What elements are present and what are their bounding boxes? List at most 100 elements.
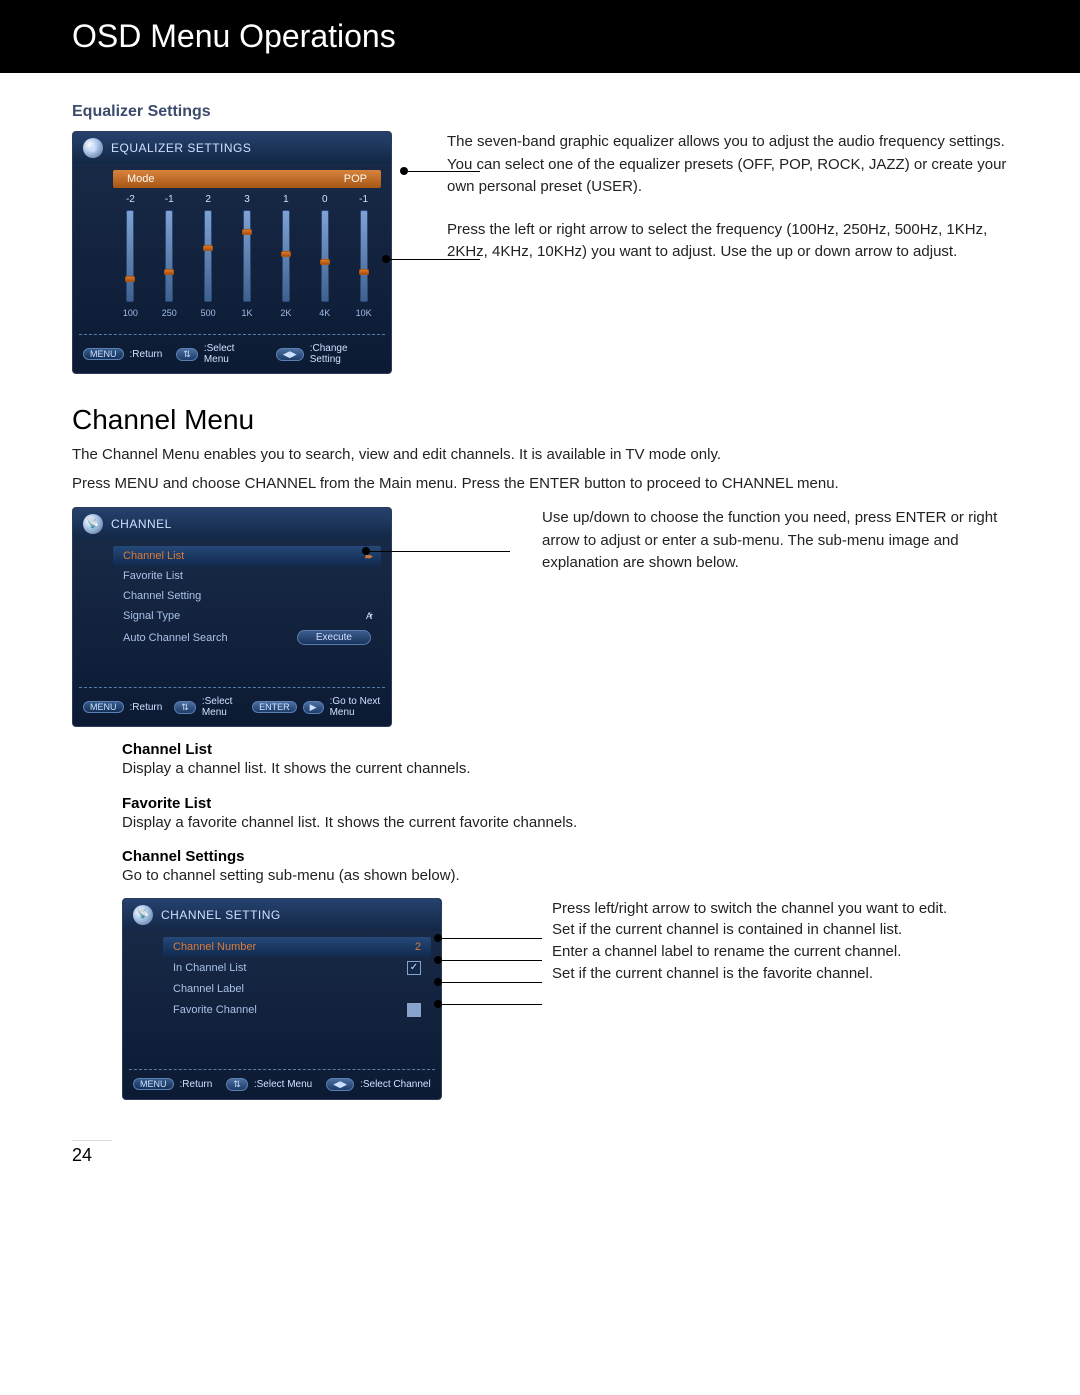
channel-list-heading: Channel List [122, 741, 1010, 758]
favorite-list-desc: Display a favorite channel list. It show… [122, 812, 1010, 835]
channel-menu-item[interactable]: Channel List▸ ▸ [113, 546, 381, 566]
foot-select: :Select Menu [254, 1079, 312, 1090]
menu-item-label: Channel List [123, 550, 184, 562]
cs-note-1: Set if the current channel is contained … [552, 919, 1010, 941]
eq-band[interactable]: 2 500 [193, 194, 224, 318]
channel-menu-intro-1: The Channel Menu enables you to search, … [72, 444, 1010, 467]
channel-settings-desc: Go to channel setting sub-menu (as shown… [122, 865, 1010, 888]
eq-band-freq: 500 [201, 308, 216, 318]
channel-menu-item[interactable]: Favorite List [113, 566, 381, 586]
eq-band[interactable]: 0 4K [309, 194, 340, 318]
callout-dot [434, 1000, 442, 1008]
foot-return: :Return [180, 1079, 213, 1090]
channel-menu-heading: Channel Menu [72, 404, 1010, 436]
setting-label: Channel Number [173, 941, 256, 953]
equalizer-panel-title: EQUALIZER SETTINGS [111, 141, 251, 155]
eq-band-value: 2 [205, 194, 211, 206]
cs-note-0: Press left/right arrow to switch the cha… [552, 898, 1010, 920]
channel-setting-item[interactable]: In Channel List ✓ [163, 957, 431, 979]
leftright-pill: ◀▶ [276, 348, 304, 361]
updown-pill: ⇅ [176, 348, 198, 361]
channel-icon: 📡 [83, 514, 103, 534]
enter-pill: ENTER [252, 701, 297, 713]
menu-item-label: Auto Channel Search [123, 632, 228, 644]
checkbox-unchecked[interactable] [407, 1003, 421, 1017]
eq-band[interactable]: -2 100 [115, 194, 146, 318]
eq-band[interactable]: -1 250 [154, 194, 185, 318]
setting-label: Channel Label [173, 983, 244, 995]
channel-setting-panel: 📡 CHANNEL SETTING Channel Number 2 In Chan… [122, 898, 442, 1100]
foot-return: :Return [130, 349, 163, 360]
eq-band-value: -1 [359, 194, 368, 206]
callout-line [442, 1004, 542, 1005]
callout-line [442, 960, 542, 961]
channel-settings-heading: Channel Settings [122, 848, 1010, 865]
eq-band-value: 0 [322, 194, 328, 206]
eq-band-value: -2 [126, 194, 135, 206]
equalizer-icon: ◉ [83, 138, 103, 158]
channel-setting-item[interactable]: Channel Number 2 [163, 937, 431, 957]
channel-desc: Use up/down to choose the function you n… [542, 507, 1010, 575]
equalizer-desc-2: Press the left or right arrow to select … [447, 219, 1010, 264]
eq-band[interactable]: 1 2K [270, 194, 301, 318]
eq-band-freq: 10K [356, 308, 372, 318]
menu-pill: MENU [83, 348, 124, 360]
checkbox-checked[interactable]: ✓ [407, 961, 421, 975]
eq-sliders[interactable]: -2 100-1 2502 5003 1K1 2K0 4K-1 10K [113, 194, 381, 318]
menu-item-value: Air [366, 611, 371, 621]
channel-menu-item[interactable]: Signal Type Air [113, 606, 381, 626]
callout-dot [434, 956, 442, 964]
eq-band-value: -1 [165, 194, 174, 206]
eq-band-freq: 4K [319, 308, 330, 318]
channel-panel-title: CHANNEL [111, 517, 172, 531]
foot-next: :Go to Next Menu [330, 696, 381, 718]
channel-list-desc: Display a channel list. It shows the cur… [122, 758, 1010, 781]
callout-dot [382, 255, 390, 263]
favorite-list-heading: Favorite List [122, 795, 1010, 812]
callout-line [390, 259, 480, 260]
menu-item-label: Signal Type [123, 610, 180, 622]
eq-band-freq: 2K [280, 308, 291, 318]
eq-mode-value: POP [344, 173, 367, 185]
channel-setting-item[interactable]: Favorite Channel [163, 999, 431, 1021]
callout-line [442, 938, 542, 939]
page-number: 24 [72, 1141, 1080, 1166]
callout-line [442, 982, 542, 983]
menu-pill: MENU [133, 1078, 174, 1090]
channel-menu-item[interactable]: Auto Channel Search Execute [113, 626, 381, 649]
setting-label: Favorite Channel [173, 1004, 257, 1016]
eq-mode-row[interactable]: Mode POP [113, 170, 381, 188]
callout-dot [434, 978, 442, 986]
eq-band[interactable]: -1 10K [348, 194, 379, 318]
channel-setting-item[interactable]: Channel Label [163, 979, 431, 999]
callout-line [408, 171, 480, 172]
updown-pill: ⇅ [226, 1078, 248, 1091]
callout-dot [400, 167, 408, 175]
eq-band-freq: 250 [162, 308, 177, 318]
channel-menu-intro-2: Press MENU and choose CHANNEL from the M… [72, 473, 1010, 496]
menu-pill: MENU [83, 701, 124, 713]
equalizer-desc-1: The seven-band graphic equalizer allows … [447, 131, 1010, 199]
eq-band-freq: 1K [242, 308, 253, 318]
setting-value: 2 [415, 941, 421, 953]
cs-note-3: Set if the current channel is the favori… [552, 963, 1010, 985]
right-pill: ▶ [303, 701, 324, 714]
eq-band[interactable]: 3 1K [232, 194, 263, 318]
channel-setting-panel-title: CHANNEL SETTING [161, 908, 281, 922]
foot-select: :Select Menu [202, 696, 240, 718]
foot-select: :Select Menu [204, 343, 262, 365]
foot-change: :Change Setting [310, 343, 381, 365]
setting-label: In Channel List [173, 962, 246, 974]
channel-setting-icon: 📡 [133, 905, 153, 925]
execute-button[interactable]: Execute [297, 630, 371, 645]
page-header: OSD Menu Operations [0, 0, 1080, 73]
eq-band-value: 3 [244, 194, 250, 206]
leftright-pill: ◀▶ [326, 1078, 354, 1091]
menu-item-label: Favorite List [123, 570, 183, 582]
cs-note-2: Enter a channel label to rename the curr… [552, 941, 1010, 963]
foot-select-channel: :Select Channel [360, 1079, 431, 1090]
foot-return: :Return [130, 702, 163, 713]
eq-band-freq: 100 [123, 308, 138, 318]
channel-menu-item[interactable]: Channel Setting [113, 586, 381, 606]
equalizer-heading: Equalizer Settings [72, 103, 1010, 121]
